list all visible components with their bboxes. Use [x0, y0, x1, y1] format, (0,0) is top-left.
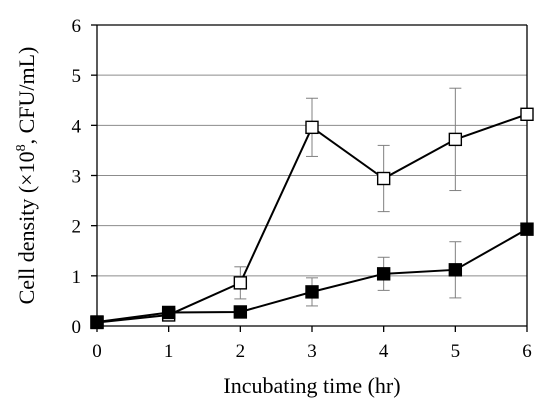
x-tick-label: 6	[522, 341, 532, 362]
data-markers	[90, 107, 534, 330]
filled-square-marker	[161, 305, 176, 320]
open-square-marker	[448, 132, 463, 147]
y-axis-title-exponent: 8	[14, 144, 29, 151]
x-tick-label: 0	[92, 341, 102, 362]
y-tick-label: 1	[72, 267, 82, 288]
open-square-marker	[520, 107, 534, 121]
filled-square-marker	[305, 285, 319, 299]
y-axis-title: Cell density (×108, CFU/mL)	[14, 47, 39, 305]
y-tick-label: 6	[72, 16, 82, 37]
axes	[91, 24, 528, 332]
open-square-marker	[233, 276, 248, 290]
x-tick-labels: 0 1 2 3 4 5 6	[92, 341, 532, 362]
open-square-marker	[376, 171, 391, 186]
x-tick-label: 1	[164, 341, 174, 362]
y-tick-label: 0	[72, 317, 82, 338]
filled-square-marker	[233, 305, 248, 319]
y-tick-label: 3	[72, 167, 82, 188]
filled-square-marker	[90, 315, 104, 329]
open-square-marker	[305, 120, 319, 135]
y-axis-title-prefix: Cell density (×10	[14, 151, 39, 304]
x-tick-label: 4	[379, 341, 389, 362]
x-tick-label: 5	[451, 341, 461, 362]
x-tick-label: 3	[307, 341, 317, 362]
filled-square-marker	[448, 263, 463, 277]
filled-square-marker	[520, 222, 534, 236]
filled-square-marker	[376, 267, 391, 281]
y-tick-label: 4	[72, 116, 82, 137]
y-tick-labels: 0 1 2 3 4 5 6	[72, 16, 82, 338]
y-axis-title-suffix: , CFU/mL)	[14, 47, 39, 145]
x-axis-title: Incubating time (hr)	[223, 373, 400, 398]
y-tick-label: 2	[72, 217, 82, 238]
x-tick-label: 2	[236, 341, 246, 362]
y-tick-label: 5	[72, 66, 82, 87]
